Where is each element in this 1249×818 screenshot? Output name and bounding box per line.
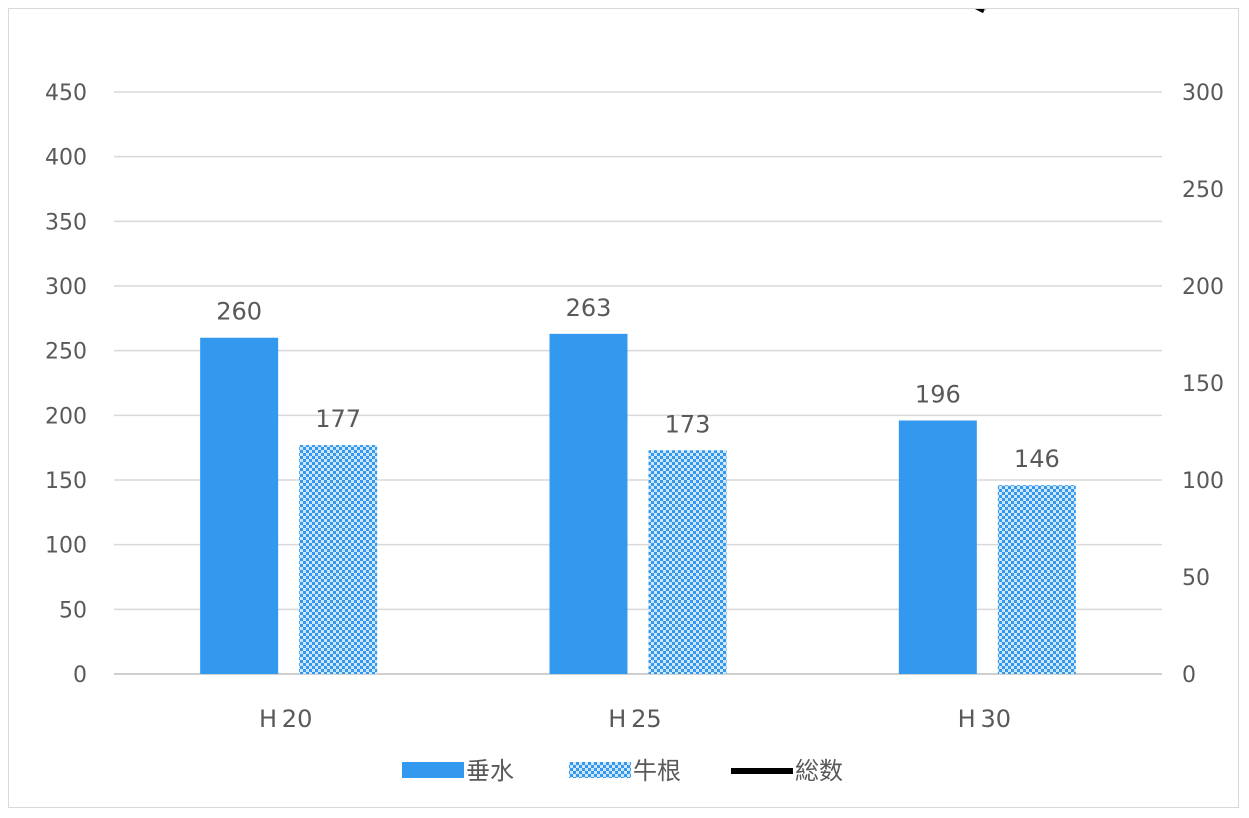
- right-axis-tick-label: 100: [1182, 469, 1224, 494]
- category-label: H 30: [958, 705, 1011, 733]
- bar-data-label: 196: [915, 381, 961, 409]
- right-axis: 0 50 100 150 200 250 300: [1182, 81, 1224, 688]
- left-axis-tick-label: 450: [45, 81, 87, 106]
- bar-data-label: 146: [1014, 445, 1060, 473]
- left-axis: 0 50 100 150 200 250 300 350 400 450: [45, 81, 87, 688]
- left-axis-tick-label: 150: [45, 469, 87, 494]
- total-line-path: [974, 9, 986, 14]
- legend-swatch-ushine: [569, 762, 631, 778]
- legend-label-ushine: 牛根: [633, 757, 681, 785]
- right-axis-tick-label: 150: [1182, 372, 1224, 397]
- right-axis-tick-label: 300: [1182, 81, 1224, 106]
- bar-tarumizu: [549, 333, 628, 674]
- total-leader-line: [983, 9, 987, 11]
- bar-data-label: 173: [665, 410, 711, 438]
- bar-ushine: [997, 485, 1076, 674]
- left-axis-tick-label: 250: [45, 340, 87, 365]
- bar-data-label: 260: [216, 298, 262, 326]
- right-axis-tick-label: 0: [1182, 663, 1196, 688]
- combo-chart: 0 50 100 150 200 250 300 350 400 450 0 50 100 150 200…: [45, 9, 1224, 785]
- legend: 垂水 牛根 総数: [402, 757, 843, 785]
- bar-tarumizu: [200, 337, 279, 674]
- total-line: [974, 9, 987, 14]
- bar-tarumizu: [898, 420, 977, 674]
- legend-label-total: 総数: [795, 757, 843, 785]
- bars: [200, 333, 1076, 674]
- bar-ushine: [648, 450, 727, 674]
- right-axis-tick-label: 200: [1182, 275, 1224, 300]
- left-axis-tick-label: 0: [73, 663, 87, 688]
- category-label: H 20: [259, 705, 312, 733]
- legend-swatch-tarumizu: [402, 762, 464, 778]
- left-axis-tick-label: 50: [59, 598, 87, 623]
- bar-data-label: 263: [566, 294, 612, 322]
- bar-ushine: [299, 445, 378, 674]
- gridlines: [114, 91, 1162, 675]
- category-axis: H 20 H 25 H 30: [259, 705, 1011, 733]
- left-axis-tick-label: 350: [45, 210, 87, 235]
- bar-data-label: 177: [315, 405, 361, 433]
- chart-frame: 0 50 100 150 200 250 300 350 400 450 0 50 100 150 200…: [8, 8, 1239, 808]
- legend-label-tarumizu: 垂水: [466, 757, 514, 785]
- left-axis-tick-label: 200: [45, 404, 87, 429]
- right-axis-tick-label: 250: [1182, 178, 1224, 203]
- left-axis-tick-label: 300: [45, 275, 87, 300]
- category-label: H 25: [608, 705, 661, 733]
- left-axis-tick-label: 100: [45, 534, 87, 559]
- left-axis-tick-label: 400: [45, 146, 87, 171]
- right-axis-tick-label: 50: [1182, 566, 1210, 591]
- data-labels: 260263196177173146437436342: [216, 294, 1060, 473]
